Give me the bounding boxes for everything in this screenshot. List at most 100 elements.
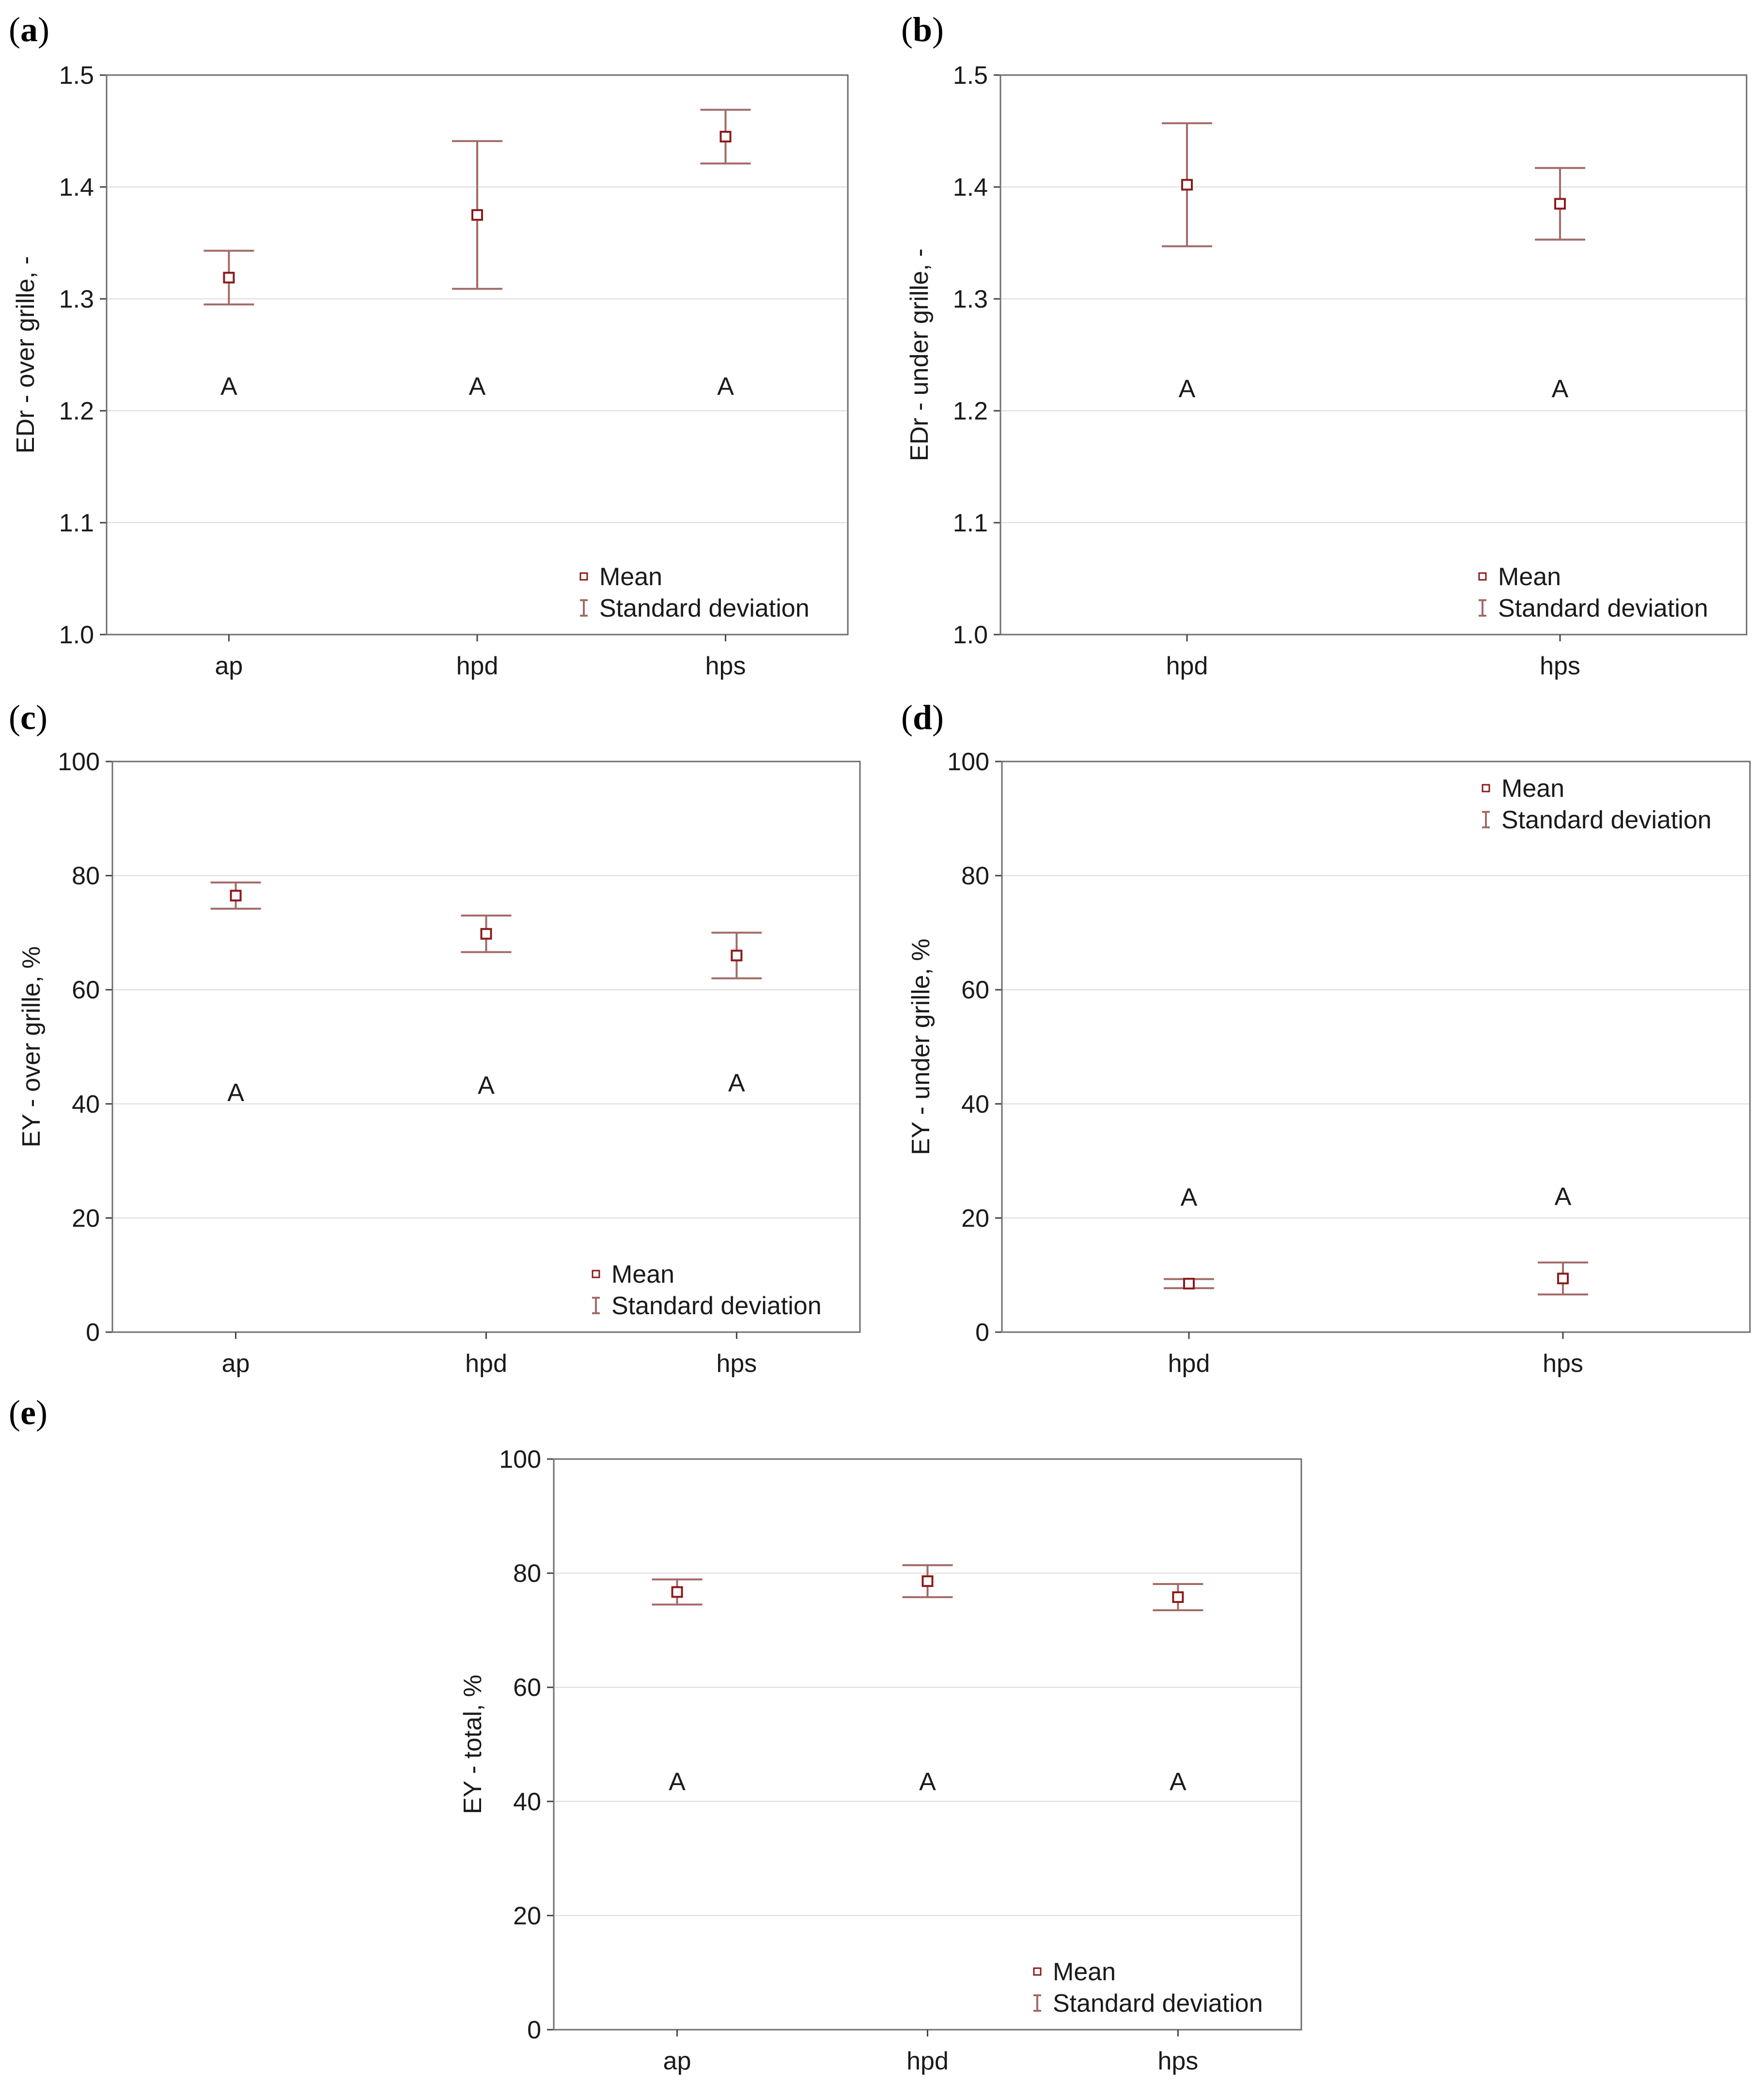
group-letter: A [220, 373, 237, 401]
panel-label-close: ) [932, 10, 944, 49]
mean-marker-hps [1172, 1591, 1184, 1603]
y-tick-label: 1.3 [953, 285, 988, 313]
panel-label-letter: a [20, 10, 38, 49]
panel-label: (d) [901, 698, 944, 737]
y-tick-label: 1.2 [953, 397, 988, 425]
y-tick-label: 40 [72, 1090, 100, 1119]
panel-label-letter: e [20, 1393, 36, 1432]
y-tick-label: 0 [527, 2016, 541, 2044]
y-tick-label: 1.3 [59, 285, 94, 313]
chart-panel-d: (d) 0 20 40 60 80 100 EY - under grille, % hpd Ah… [901, 698, 1751, 1378]
legend-mean-icon [1033, 1967, 1042, 1976]
x-tick-label: hpd [456, 652, 499, 680]
panel-label-open: ( [901, 698, 913, 737]
mean-marker-hpd [1183, 1277, 1195, 1290]
panel-label-letter: c [20, 698, 36, 737]
legend-mean-label: Mean [611, 1260, 674, 1289]
legend: Mean Standard deviation [592, 1260, 822, 1320]
y-tick-label: 40 [513, 1788, 541, 1816]
y-tick-label: 60 [961, 976, 989, 1004]
mean-marker-ap [230, 889, 242, 901]
y-tick-label: 100 [499, 1445, 541, 1474]
legend: Mean Standard deviation [1478, 563, 1708, 622]
panel-label: (c) [9, 698, 47, 737]
y-axis-title: EDr - under grille, - [905, 249, 934, 461]
legend-mean-label: Mean [1501, 775, 1564, 803]
chart-panel-b: (b) 1.0 1.1 1.2 1.3 1.4 1.5 EDr - under grille,… [901, 10, 1748, 680]
y-tick-label: 1.5 [59, 62, 94, 90]
legend-mean-label: Mean [599, 563, 662, 591]
x-tick-label: hpd [906, 2047, 949, 2075]
y-axis-title: EY - total, % [459, 1675, 487, 1814]
group-letter: A [478, 1072, 495, 1100]
y-tick-label: 1.1 [59, 509, 94, 537]
mean-marker-hps [1554, 198, 1566, 210]
panel-label-close: ) [36, 698, 47, 737]
y-tick-label: 1.4 [953, 173, 988, 202]
y-tick-label: 0 [86, 1319, 100, 1347]
y-tick-label: 20 [961, 1204, 989, 1232]
x-tick-label: hps [716, 1350, 757, 1378]
legend-mean-label: Mean [1053, 1958, 1116, 1986]
y-tick-label: 60 [72, 976, 100, 1004]
legend-mean-label: Mean [1498, 563, 1561, 591]
legend: Mean Standard deviation [579, 563, 810, 622]
group-letter: A [728, 1069, 745, 1097]
panel-label-letter: b [913, 10, 932, 49]
legend-mean-icon [592, 1270, 600, 1278]
legend-sd-label: Standard deviation [1053, 1989, 1263, 2018]
legend-sd-label: Standard deviation [1498, 594, 1708, 622]
x-tick-label: ap [663, 2047, 691, 2075]
panel-label-close: ) [932, 698, 944, 737]
x-tick-label: hps [705, 652, 746, 680]
mean-marker-hpd [921, 1575, 934, 1587]
y-tick-label: 80 [961, 862, 989, 890]
mean-marker-hps [731, 949, 743, 962]
plot-frame [553, 1458, 1302, 2031]
y-tick-label: 80 [72, 862, 100, 890]
y-tick-label: 20 [513, 1902, 541, 1930]
legend-sd-label: Standard deviation [611, 1292, 822, 1320]
y-tick-label: 1.0 [59, 621, 94, 649]
panel-label-open: ( [901, 10, 913, 49]
mean-marker-ap [671, 1586, 683, 1598]
plot-frame [999, 74, 1748, 636]
y-axis-title: EY - over grille, % [17, 946, 46, 1147]
x-tick-label: ap [222, 1350, 250, 1378]
x-tick-label: hpd [1166, 652, 1208, 680]
y-tick-label: 1.4 [59, 173, 94, 202]
y-tick-label: 40 [961, 1090, 989, 1119]
group-letter: A [1170, 1768, 1186, 1796]
y-tick-label: 1.1 [953, 509, 988, 537]
legend: Mean Standard deviation [1482, 775, 1712, 834]
x-tick-label: hps [1157, 2047, 1198, 2075]
y-tick-label: 100 [947, 748, 989, 776]
y-tick-label: 100 [58, 748, 100, 776]
x-tick-label: hps [1543, 1350, 1583, 1378]
panel-label-open: ( [9, 10, 20, 49]
panel-label: (b) [901, 10, 944, 49]
panel-label-open: ( [9, 698, 20, 737]
group-letter: A [1179, 375, 1196, 403]
y-tick-label: 1.2 [59, 397, 94, 425]
y-tick-label: 1.5 [953, 62, 988, 90]
group-letter: A [669, 1768, 686, 1796]
panel-label-open: ( [9, 1393, 20, 1432]
group-letter: A [1552, 375, 1569, 403]
group-letter: A [1555, 1183, 1572, 1211]
mean-marker-hpd [471, 209, 483, 221]
panel-label-close: ) [36, 1393, 47, 1432]
x-tick-label: hps [1540, 652, 1580, 680]
legend-mean-icon [1478, 572, 1487, 581]
panel-label-letter: d [913, 698, 932, 737]
mean-marker-ap [223, 272, 235, 284]
y-axis-title: EDr - over grille, - [12, 256, 40, 453]
legend: Mean Standard deviation [1033, 1958, 1263, 2018]
y-tick-label: 80 [513, 1560, 541, 1588]
y-tick-label: 20 [72, 1204, 100, 1232]
y-tick-label: 60 [513, 1674, 541, 1702]
legend-sd-label: Standard deviation [1501, 806, 1712, 834]
panel-label: (e) [9, 1393, 47, 1432]
x-tick-label: hpd [465, 1350, 507, 1378]
